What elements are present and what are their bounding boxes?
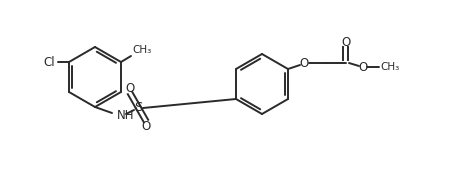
Text: O: O — [299, 56, 309, 69]
Text: Cl: Cl — [44, 56, 55, 68]
Text: O: O — [358, 61, 368, 73]
Text: O: O — [141, 120, 151, 132]
Text: S: S — [134, 100, 142, 114]
Text: NH: NH — [117, 109, 135, 121]
Text: O: O — [341, 35, 351, 49]
Text: CH₃: CH₃ — [132, 45, 151, 55]
Text: CH₃: CH₃ — [380, 62, 399, 72]
Text: O: O — [125, 82, 135, 94]
